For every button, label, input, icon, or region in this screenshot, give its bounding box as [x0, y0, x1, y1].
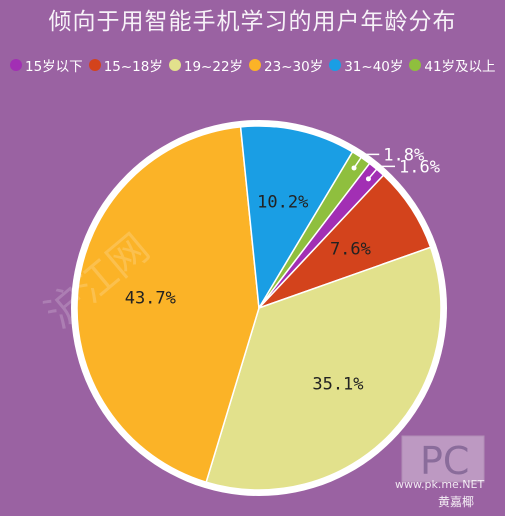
- watermark-logo-box: [401, 435, 485, 483]
- legend-swatch: [168, 59, 181, 71]
- watermark-logo-text: PC: [420, 439, 469, 483]
- legend-label: 41岁及以上: [424, 59, 496, 75]
- legend-swatch: [409, 59, 422, 71]
- data-label-41-plus: 1.8%: [383, 145, 424, 165]
- pie-slices: [76, 125, 442, 491]
- legend-item-19-22: 19~22岁: [168, 55, 244, 75]
- legend-swatch: [88, 59, 101, 71]
- data-label-under-15: 1.6%: [399, 157, 440, 177]
- pie-labels: 1.6% 7.6% 35.1% 43.7% 10.2% 1.8%: [125, 145, 440, 394]
- data-label-31-40: 10.2%: [257, 192, 308, 212]
- data-label-15-18: 7.6%: [330, 239, 371, 259]
- legend-item-23-30: 23~30岁: [249, 55, 323, 75]
- data-label-19-22: 35.1%: [312, 374, 363, 394]
- pie-slice-23-30: [76, 126, 260, 484]
- data-label-23-30: 43.7%: [125, 288, 176, 308]
- pie-slice-31-40: [239, 125, 354, 311]
- legend-swatch: [10, 59, 22, 71]
- legend-label: 23~30岁: [264, 59, 324, 75]
- chart-title: 倾向于用智能手机学习的用户年龄分布: [48, 9, 457, 35]
- legend-item-15-18: 15~18岁: [88, 55, 163, 75]
- watermark-corner-text: www.pk.me.NET: [395, 478, 484, 491]
- legend-label: 15岁以下: [25, 59, 83, 75]
- leader-line-under-15: [367, 165, 396, 180]
- legend-item-41-plus: 41岁及以上: [409, 55, 496, 75]
- watermark-logo: PC: [401, 435, 485, 483]
- leader-line-41-plus: [353, 153, 380, 169]
- legend-swatch: [249, 59, 262, 71]
- pie-slice-19-22: [205, 246, 442, 491]
- leader-dot-under-15: [365, 176, 371, 182]
- legend: 15岁以下 15~18岁 19~22岁 23~30岁 31~40岁 41岁及以上: [10, 54, 505, 76]
- legend-item-31-40: 31~40岁: [329, 55, 403, 75]
- legend-label: 31~40岁: [344, 59, 404, 75]
- leader-dot-41-plus: [351, 165, 357, 171]
- legend-item-under-15: 15岁以下: [10, 55, 83, 75]
- legend-label: 19~22岁: [183, 59, 244, 75]
- legend-swatch: [329, 59, 342, 71]
- legend-label: 15~18岁: [103, 59, 163, 75]
- watermark-signature: 黄嘉椰: [438, 494, 474, 509]
